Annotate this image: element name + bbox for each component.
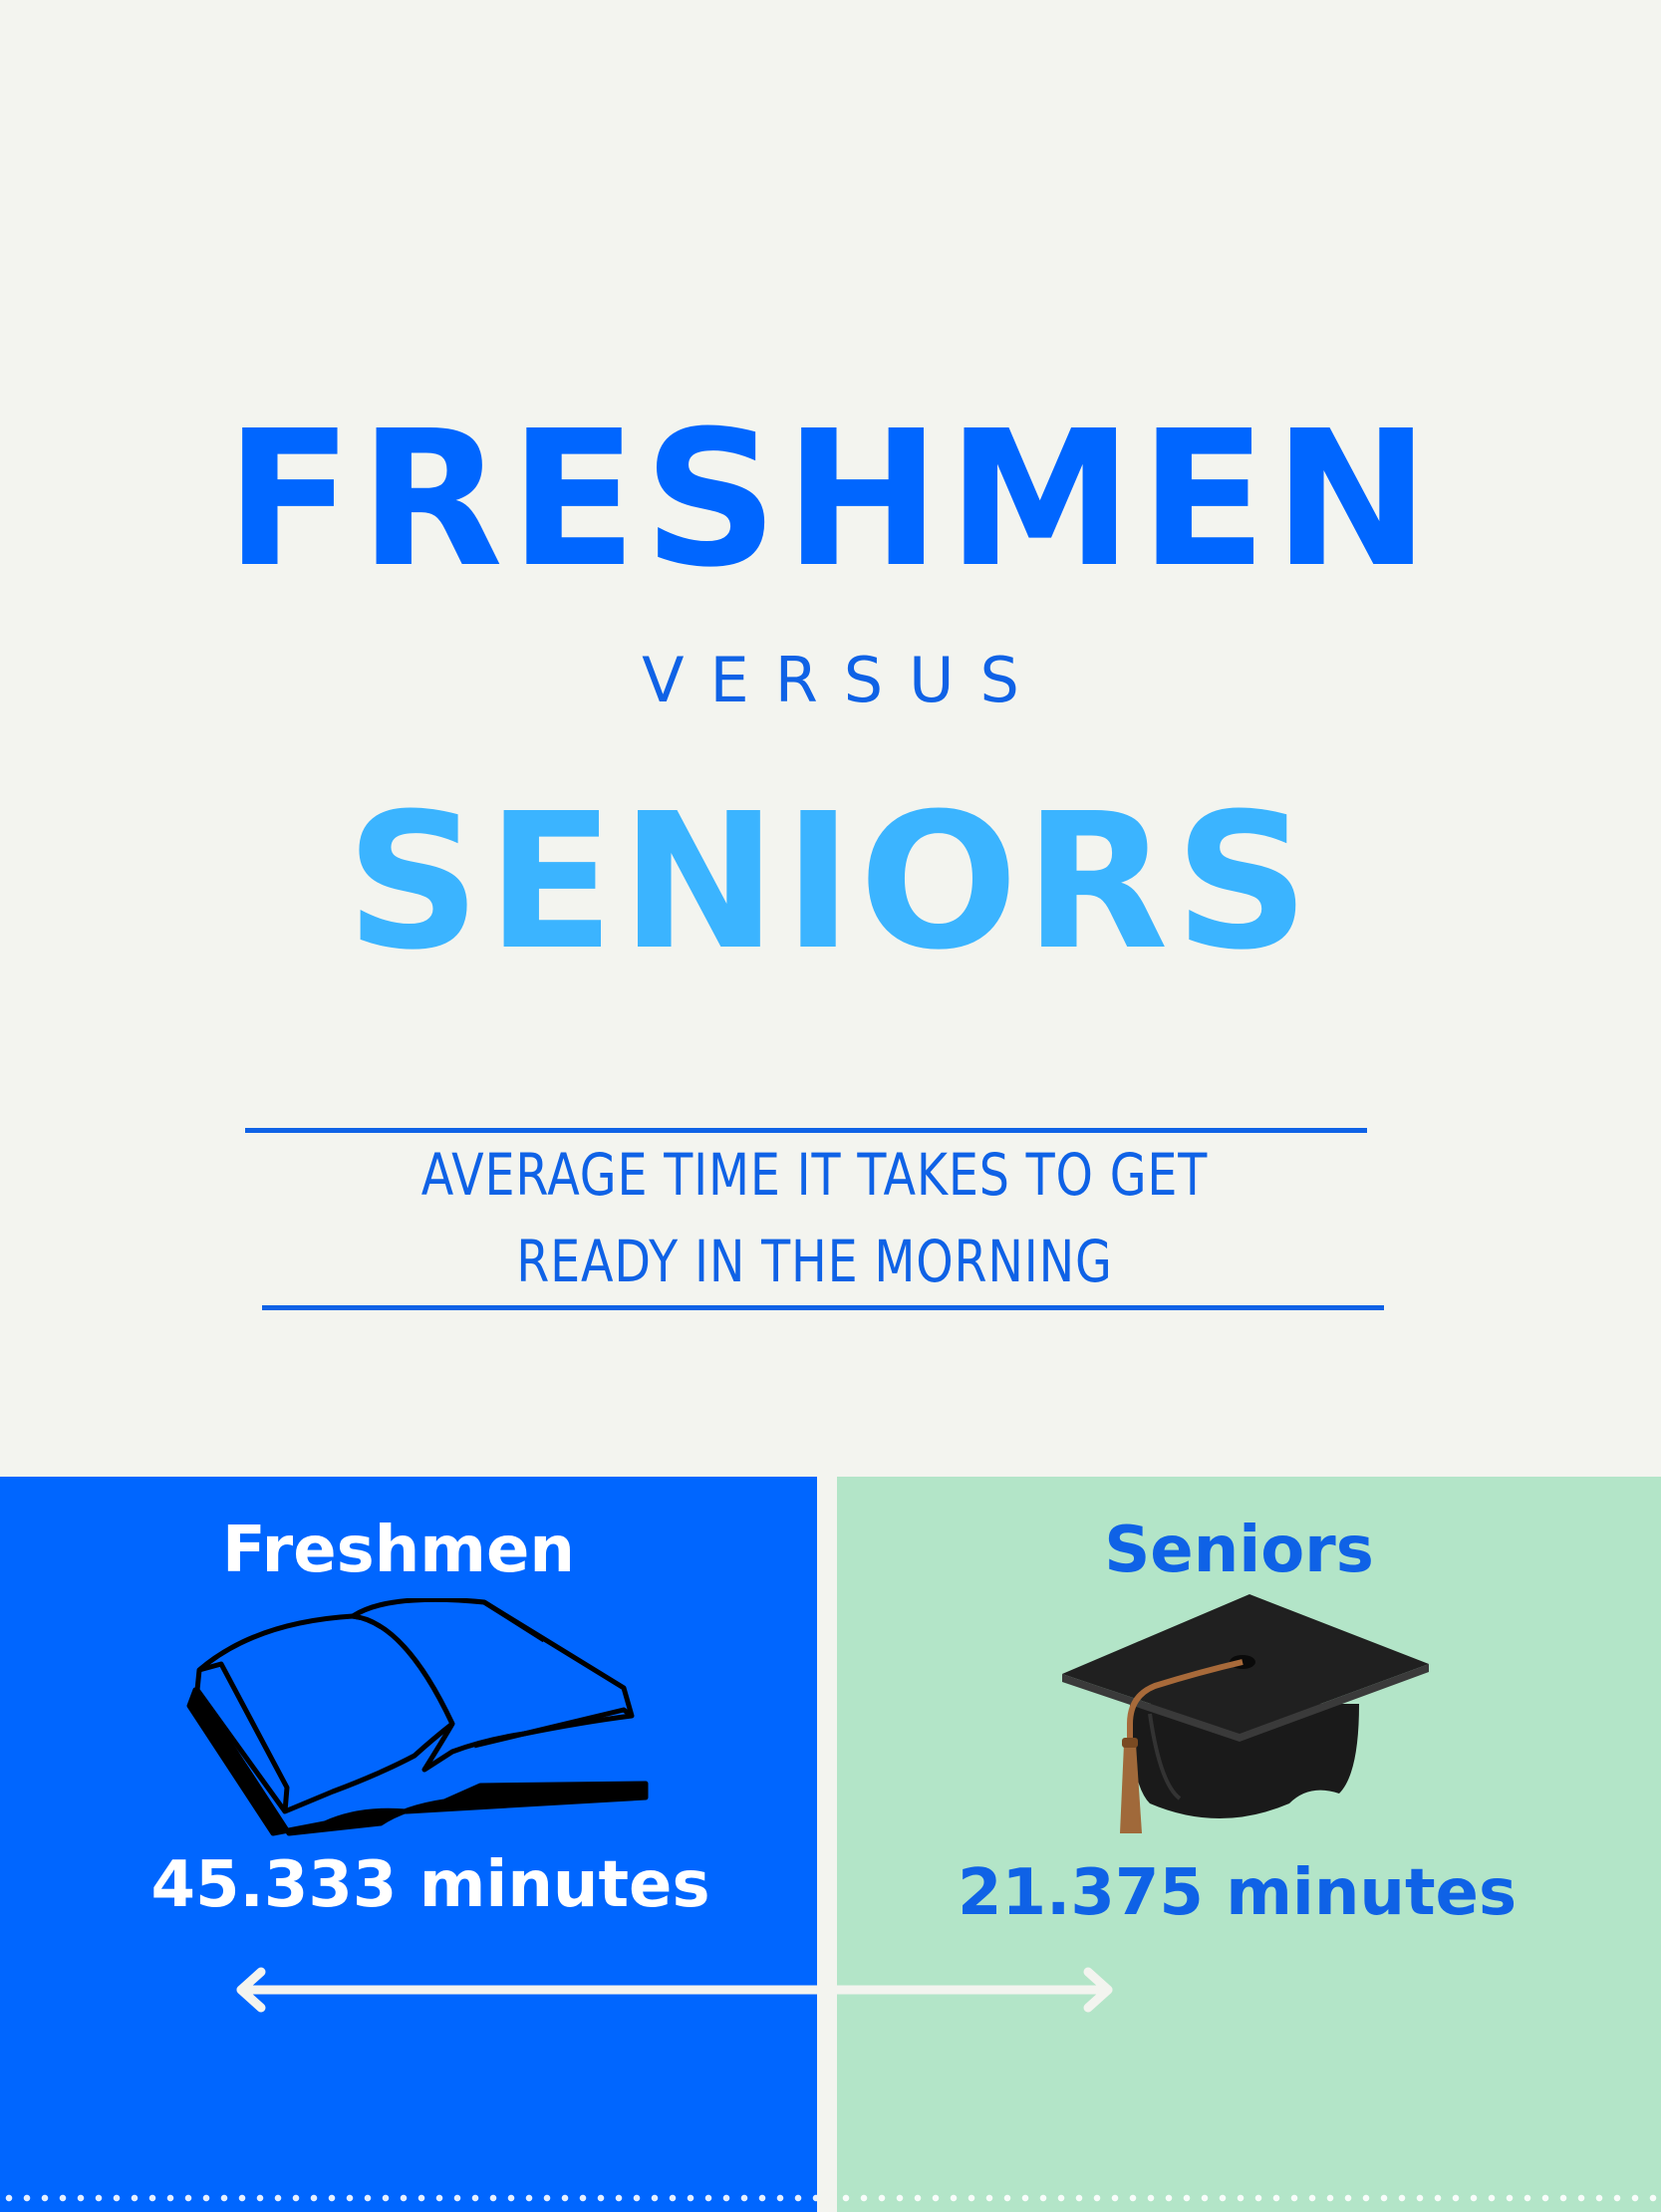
book-icon	[186, 1598, 649, 1836]
title-seniors: SENIORS	[345, 773, 1316, 991]
subtitle-text: AVERAGE TIME IT TAKES TO GET READY IN TH…	[420, 1141, 1209, 1295]
seniors-value: 21.375 minutes	[957, 1856, 1518, 1930]
freshmen-value: 45.333 minutes	[150, 1848, 710, 1922]
seniors-panel: Seniors 21.375 minutes	[837, 1477, 1661, 2212]
title-freshmen: FRESHMEN	[224, 391, 1437, 609]
seniors-label: Seniors	[1104, 1514, 1374, 1587]
title-versus: VERSUS	[642, 644, 1045, 716]
subtitle-container: AVERAGE TIME IT TAKES TO GET READY IN TH…	[348, 1132, 1281, 1305]
dotted-border-right	[837, 2194, 1661, 2202]
freshmen-label: Freshmen	[222, 1514, 575, 1587]
graduation-cap-icon	[1062, 1594, 1429, 1833]
subtitle-rule-bottom	[262, 1305, 1384, 1310]
freshmen-panel: Freshmen 45.333 minutes	[0, 1477, 817, 2212]
dotted-border-left	[0, 2194, 817, 2202]
subtitle-rule-top	[245, 1128, 1367, 1133]
